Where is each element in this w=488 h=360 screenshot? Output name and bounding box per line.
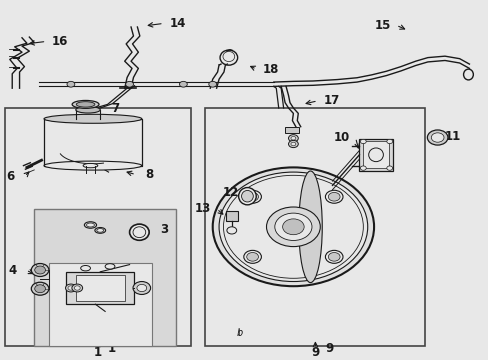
Circle shape: [430, 133, 443, 142]
Ellipse shape: [368, 148, 383, 162]
Text: 18: 18: [262, 63, 278, 76]
Circle shape: [133, 282, 150, 294]
Circle shape: [31, 264, 49, 276]
Text: 10: 10: [333, 131, 349, 144]
Ellipse shape: [72, 100, 99, 108]
Circle shape: [266, 207, 320, 247]
Text: 17: 17: [323, 94, 339, 107]
Text: 8: 8: [145, 168, 153, 181]
Text: 9: 9: [325, 342, 332, 355]
Circle shape: [226, 227, 236, 234]
Ellipse shape: [86, 223, 94, 227]
Circle shape: [31, 282, 49, 295]
Text: b: b: [236, 328, 242, 338]
Circle shape: [360, 139, 366, 144]
Circle shape: [288, 140, 298, 148]
Text: 3: 3: [160, 223, 168, 236]
Circle shape: [72, 284, 82, 292]
Ellipse shape: [84, 222, 96, 228]
Text: 11: 11: [444, 130, 460, 143]
Bar: [205, 108, 425, 346]
Circle shape: [246, 193, 258, 201]
Circle shape: [360, 166, 366, 170]
Text: 7: 7: [111, 102, 119, 114]
Text: 2: 2: [136, 278, 143, 291]
Circle shape: [327, 193, 339, 201]
Circle shape: [244, 250, 261, 263]
Circle shape: [325, 250, 342, 263]
Ellipse shape: [81, 266, 90, 271]
Circle shape: [244, 190, 261, 203]
Text: 9: 9: [311, 346, 319, 359]
Circle shape: [288, 135, 298, 142]
Text: 6: 6: [7, 170, 15, 183]
Text: 16: 16: [52, 35, 68, 48]
Circle shape: [282, 219, 304, 235]
Circle shape: [246, 252, 258, 261]
Bar: [49, 263, 151, 346]
Circle shape: [68, 286, 74, 290]
Circle shape: [386, 166, 392, 170]
Bar: [362, 141, 388, 168]
Text: 14: 14: [169, 17, 185, 30]
Bar: [5, 108, 190, 346]
Text: 1: 1: [94, 346, 102, 359]
Circle shape: [274, 213, 311, 240]
Circle shape: [223, 175, 363, 278]
Circle shape: [219, 172, 367, 282]
Circle shape: [65, 284, 76, 292]
Ellipse shape: [129, 224, 149, 240]
Ellipse shape: [44, 114, 142, 123]
Ellipse shape: [76, 107, 100, 113]
Ellipse shape: [238, 188, 256, 205]
Text: 13: 13: [194, 202, 211, 215]
Circle shape: [208, 81, 216, 87]
Ellipse shape: [133, 227, 145, 238]
Ellipse shape: [95, 228, 105, 233]
Circle shape: [212, 167, 373, 286]
Circle shape: [137, 284, 146, 292]
Bar: [225, 211, 237, 221]
Ellipse shape: [463, 69, 472, 80]
Circle shape: [386, 139, 392, 144]
Text: 15: 15: [373, 19, 390, 32]
Bar: [44, 119, 142, 166]
Ellipse shape: [83, 163, 98, 168]
Bar: [76, 275, 124, 301]
Ellipse shape: [241, 190, 253, 202]
Circle shape: [35, 266, 45, 274]
Text: 4: 4: [8, 264, 16, 276]
Ellipse shape: [220, 50, 237, 65]
Circle shape: [35, 285, 45, 293]
Circle shape: [179, 81, 187, 87]
Bar: [66, 272, 134, 304]
Text: 12: 12: [222, 186, 239, 199]
Ellipse shape: [44, 161, 142, 170]
Circle shape: [327, 252, 339, 261]
Ellipse shape: [298, 171, 322, 283]
Circle shape: [74, 286, 80, 290]
Circle shape: [290, 136, 295, 140]
Bar: [359, 139, 392, 171]
Bar: [34, 209, 176, 346]
Circle shape: [125, 81, 133, 87]
Ellipse shape: [76, 102, 95, 107]
Circle shape: [67, 81, 75, 87]
Ellipse shape: [223, 51, 234, 62]
Text: 1: 1: [107, 342, 115, 355]
Circle shape: [427, 130, 447, 145]
Text: 5: 5: [126, 138, 134, 150]
Circle shape: [325, 190, 342, 203]
Circle shape: [290, 142, 295, 146]
Ellipse shape: [105, 264, 115, 269]
Ellipse shape: [97, 229, 103, 232]
Bar: [284, 127, 299, 133]
